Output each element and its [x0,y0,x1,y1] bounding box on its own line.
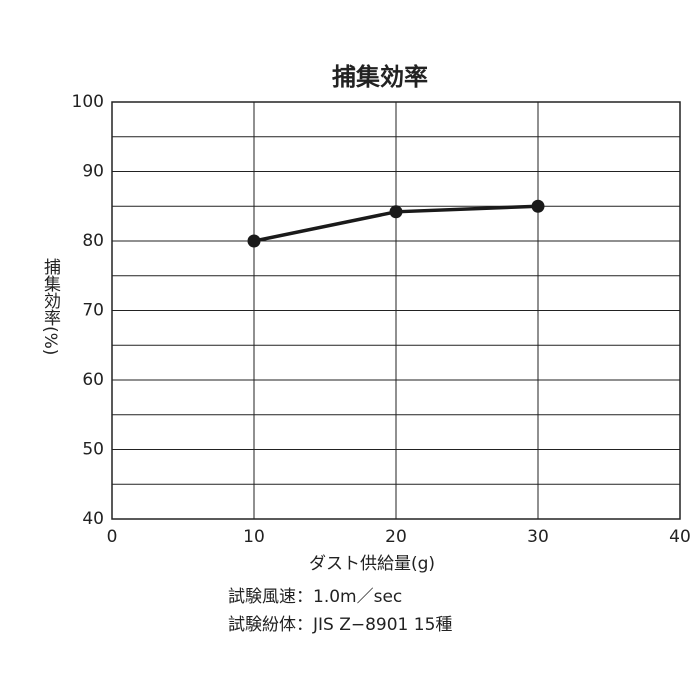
chart-title: 捕集効率 [332,63,428,91]
y-tick-label: 80 [82,231,104,251]
note: 試験風速：1.0m／sec [228,587,402,607]
y-axis-label: 捕集効率(%) [40,258,61,355]
point [531,199,545,213]
x-tick-label: 20 [385,527,407,547]
x-tick-label: 0 [107,527,118,547]
y-tick-label: 40 [82,509,104,529]
y-tick-label: 90 [82,162,104,182]
plot-frame [111,101,681,520]
x-tick-label: 30 [527,527,549,547]
point [247,234,261,248]
y-tick-label: 70 [82,301,104,321]
y-tick-label: 50 [82,440,104,460]
y-tick-label: 100 [72,92,104,112]
point [389,205,403,219]
y-tick-label: 60 [82,370,104,390]
x-tick-label: 10 [243,527,265,547]
x-tick-label: 40 [669,527,691,547]
x-axis-label: ダスト供給量(g) [309,554,435,574]
note: 試験紛体：JIS Z−8901 15種 [228,615,452,635]
